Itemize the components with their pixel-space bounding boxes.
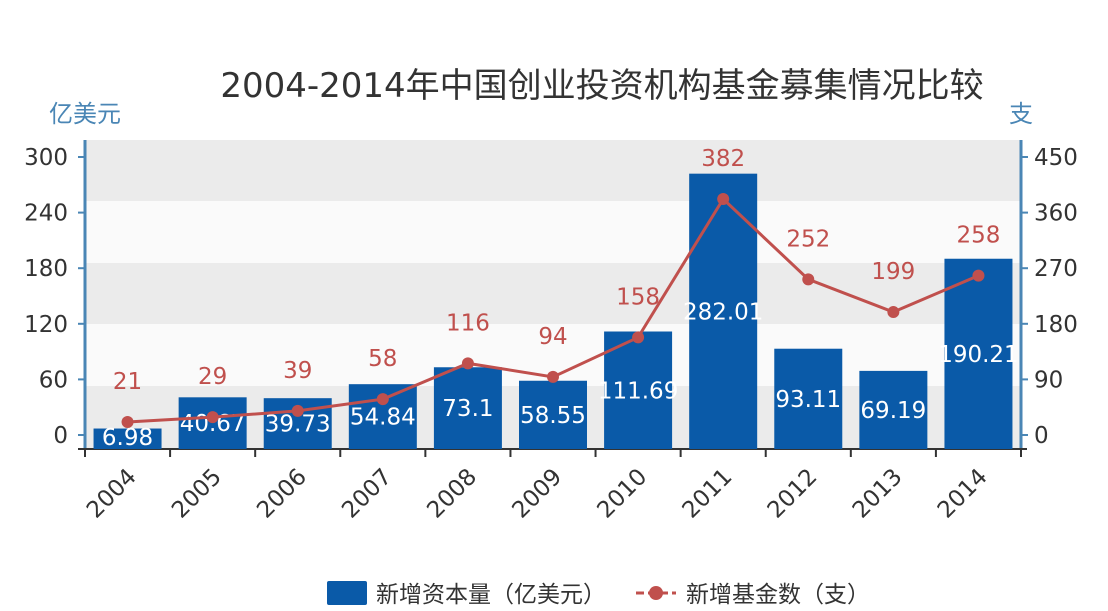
line-data-label: 39: [283, 358, 312, 384]
grid-band: [85, 140, 1021, 201]
x-axis-tick-label: 2013: [848, 464, 908, 524]
x-axis-tick-label: 2005: [167, 464, 227, 524]
grid-band: [85, 201, 1021, 263]
bar: [433, 367, 502, 449]
line-data-label: 116: [446, 310, 490, 336]
bar-data-label: 6.98: [102, 425, 153, 451]
bar-data-label: 93.11: [775, 387, 841, 413]
right-axis-unit: 支: [1009, 100, 1033, 128]
legend-bar-label: 新增资本量（亿美元）: [376, 582, 606, 608]
x-axis-tick-label: 2004: [82, 464, 142, 524]
legend-bar-swatch: [327, 581, 367, 605]
bar: [519, 380, 587, 449]
x-axis-tick-label: 2008: [422, 464, 482, 524]
left-axis-tick-label: 300: [24, 145, 68, 171]
left-axis-tick-label: 0: [53, 423, 68, 449]
left-axis-tick-label: 120: [24, 312, 68, 338]
line-data-label: 199: [871, 259, 915, 285]
bar-data-label: 190.21: [938, 342, 1018, 368]
bar-data-label: 54.84: [350, 405, 416, 431]
line-data-label: 58: [368, 346, 397, 372]
line-data-label: 258: [957, 223, 1001, 249]
line-data-label: 382: [701, 146, 745, 172]
line-data-label: 21: [113, 369, 142, 395]
x-axis-tick-label: 2010: [593, 464, 653, 524]
left-axis-unit: 亿美元: [49, 100, 121, 128]
x-axis-tick-label: 2014: [933, 464, 993, 524]
left-axis-tick-label: 240: [24, 201, 68, 227]
legend-line-label: 新增基金数（支）: [686, 582, 870, 608]
right-axis-tick-label: 180: [1034, 312, 1078, 338]
bar: [93, 428, 162, 449]
x-axis-tick-label: 2012: [763, 464, 823, 524]
right-axis-tick-label: 360: [1034, 201, 1078, 227]
line-point: [632, 331, 645, 344]
left-axis-tick-label: 60: [39, 367, 68, 393]
legend-line-marker: [649, 586, 663, 600]
right-axis-tick-label: 90: [1034, 367, 1063, 393]
bar-data-label: 73.1: [442, 396, 493, 422]
line-data-label: 252: [786, 226, 830, 252]
line-data-label: 158: [616, 284, 660, 310]
bar: [944, 258, 1013, 449]
bar-data-label: 58.55: [520, 403, 586, 429]
line-point: [206, 411, 219, 424]
bar: [774, 348, 843, 449]
x-axis-tick-label: 2006: [252, 464, 312, 524]
line-point: [291, 404, 304, 417]
line-point: [121, 416, 134, 429]
line-point: [376, 393, 389, 406]
line-series: 21 29 39 58 116 94 158 382 252 199 258: [113, 146, 1001, 429]
bar-data-label: 69.19: [860, 398, 926, 424]
x-axis-tick-label: 2011: [678, 464, 738, 524]
grid-band: [85, 263, 1021, 324]
line-data-label: 94: [538, 324, 567, 350]
line-point: [972, 269, 985, 282]
bar: [604, 331, 673, 449]
line-point: [461, 357, 474, 370]
x-axis-tick-label: 2009: [507, 464, 567, 524]
legend: 新增资本量（亿美元） 新增基金数（支）: [327, 581, 870, 608]
bar-data-label: 111.69: [598, 378, 678, 404]
bar-data-label: 282.01: [683, 299, 763, 325]
line-point: [887, 306, 900, 319]
x-axis-tick-label: 2007: [337, 464, 397, 524]
left-axis-tick-label: 180: [24, 256, 68, 282]
bar: [178, 397, 247, 449]
line-point: [802, 273, 815, 286]
line-point: [547, 370, 559, 383]
right-axis-tick-label: 270: [1034, 256, 1078, 282]
line-point: [717, 193, 730, 206]
right-axis-tick-label: 0: [1034, 423, 1049, 449]
chart-title: 2004-2014年中国创业投资机构基金募集情况比较: [220, 66, 983, 106]
right-axis-tick-label: 450: [1034, 145, 1078, 171]
line-data-label: 29: [198, 364, 227, 390]
bar: [859, 370, 928, 449]
